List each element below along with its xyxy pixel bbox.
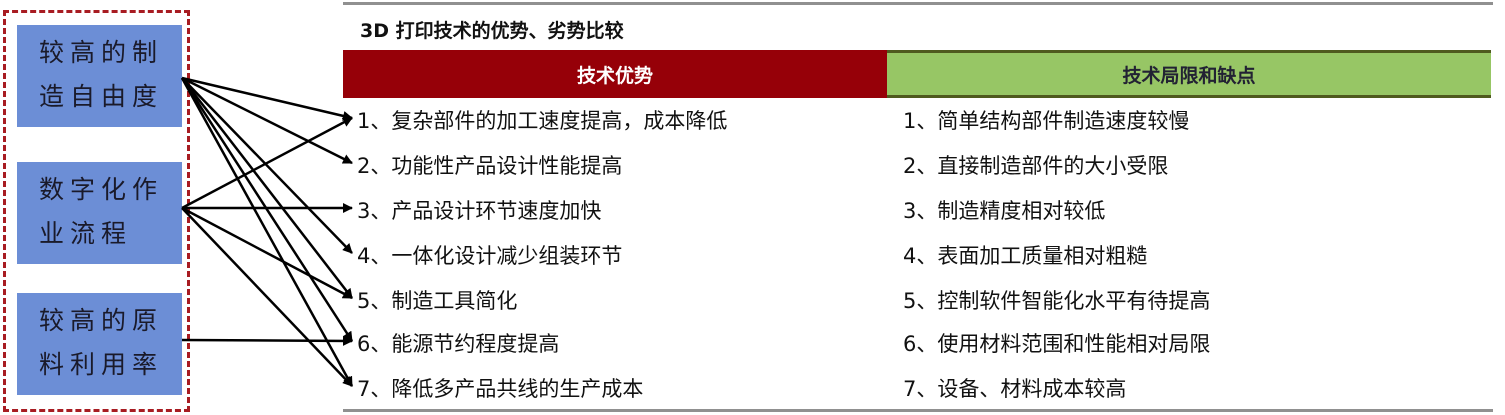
limitation-item: 6、使用材料范围和性能相对局限: [903, 332, 1211, 356]
advantage-item: 6、能源节约程度提高: [357, 332, 560, 356]
link-arrow: [181, 206, 353, 300]
limitation-item: 3、制造精度相对较低: [903, 199, 1106, 223]
feature-box-material: 较高的原 料利用率: [17, 293, 182, 395]
feature-box-freedom: 较高的制 造自由度: [17, 25, 182, 127]
limitations-header: 技术局限和缺点: [887, 50, 1491, 98]
feature-text: 较高的原: [39, 306, 164, 335]
link-arrow: [181, 207, 353, 387]
advantage-item: 4、一体化设计减少组装环节: [357, 244, 623, 268]
limitation-item: 5、控制软件智能化水平有待提高: [903, 289, 1211, 313]
limitation-item: 1、简单结构部件制造速度较慢: [903, 109, 1190, 133]
link-arrow: [181, 76, 353, 165]
link-arrow: [181, 77, 353, 254]
link-arrow: [180, 77, 354, 387]
advantage-item: 3、产品设计环节速度加快: [357, 199, 602, 223]
table-title: 3D 打印技术的优势、劣势比较: [360, 20, 624, 42]
link-arrow: [180, 77, 354, 342]
feature-text: 数字化作: [39, 175, 164, 204]
feature-text: 料利用率: [39, 350, 164, 379]
limitation-item: 7、设备、材料成本较高: [903, 377, 1127, 401]
link-arrow: [181, 116, 353, 210]
feature-text: 业流程: [39, 219, 133, 248]
link-arrow: [181, 77, 353, 299]
feature-text: 较高的制: [39, 38, 164, 67]
top-rule: [343, 2, 1493, 5]
advantage-item: 2、功能性产品设计性能提高: [357, 154, 623, 178]
link-arrow: [181, 335, 353, 346]
advantage-item: 1、复杂部件的加工速度提高，成本降低: [357, 109, 728, 133]
feature-text: 造自由度: [39, 82, 164, 111]
advantage-item: 5、制造工具简化: [357, 289, 518, 313]
feature-box-digital: 数字化作 业流程: [17, 162, 182, 264]
limitation-item: 4、表面加工质量相对粗糙: [903, 244, 1148, 268]
advantage-item: 7、降低多产品共线的生产成本: [357, 377, 644, 401]
limitation-item: 2、直接制造部件的大小受限: [903, 154, 1169, 178]
advantages-header: 技术优势: [343, 50, 887, 98]
bottom-rule: [343, 409, 1493, 412]
link-arrow: [181, 76, 353, 121]
